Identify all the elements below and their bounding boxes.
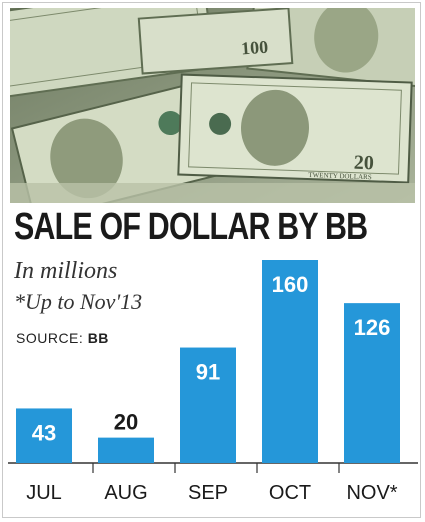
x-tick-label: AUG [104,482,147,504]
bar-value-label: 91 [196,360,220,385]
source-value: BB [87,330,109,346]
x-tick-label: JUL [26,482,62,504]
x-tick-label: SEP [188,482,228,504]
bar-value-label: 126 [354,315,391,340]
banknote-text: 100 [240,37,268,59]
source-line: SOURCE: BB [16,330,109,346]
bar-jul [16,408,72,463]
bar-value-label: 20 [114,410,138,435]
dollar-bills-photo: 100 20 TWENTY DOLLARS 100 [10,8,415,203]
bar-nov [344,303,400,463]
banknote-text: TWENTY DOLLARS [308,171,372,181]
chart-title: SALE OF DOLLAR BY BB [14,206,368,248]
chart-subtitle: In millions [14,258,118,284]
bar-oct [262,260,318,463]
bar-value-label: 160 [272,272,309,297]
chart-note: *Up to Nov'13 [14,289,143,314]
source-label: SOURCE: [16,330,84,346]
banknote-text: 20 [353,152,374,175]
bar-aug [98,437,154,463]
bar-sep [180,347,236,463]
x-tick-label: OCT [269,482,311,504]
bar-value-label: 43 [32,420,56,445]
x-tick-label: NOV* [346,482,397,504]
